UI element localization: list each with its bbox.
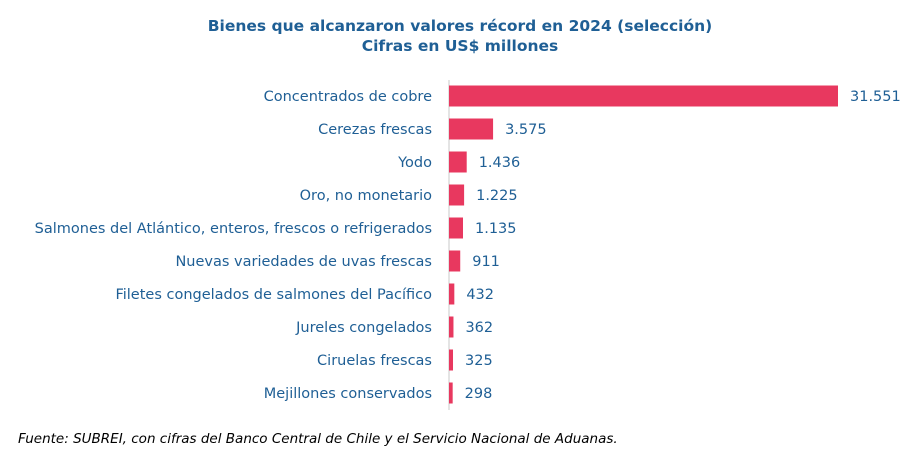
- category-label: Filetes congelados de salmones del Pacíf…: [115, 287, 432, 303]
- bar: [449, 85, 838, 107]
- bar: [449, 217, 463, 239]
- value-label: 432: [466, 287, 494, 303]
- chart-title-block: Bienes que alcanzaron valores récord en …: [0, 16, 905, 56]
- value-label: 911: [472, 254, 500, 270]
- value-label: 1.135: [475, 221, 517, 237]
- source-note: Fuente: SUBREI, con cifras del Banco Cen…: [18, 431, 618, 447]
- category-label: Ciruelas frescas: [317, 353, 432, 369]
- category-label: Cerezas frescas: [318, 122, 432, 138]
- bar: [449, 316, 454, 338]
- value-label: 362: [465, 320, 493, 336]
- category-label: Jureles congelados: [295, 320, 432, 336]
- value-label: 31.551: [850, 89, 901, 105]
- category-label: Mejillones conservados: [264, 386, 432, 402]
- bar: [449, 250, 461, 272]
- bar: [449, 349, 454, 371]
- value-label: 1.225: [476, 188, 518, 204]
- category-label: Salmones del Atlántico, enteros, frescos…: [35, 221, 432, 237]
- chart-subtitle: Cifras en US$ millones: [361, 37, 559, 55]
- value-label: 325: [465, 353, 493, 369]
- value-label: 298: [465, 386, 493, 402]
- category-label: Concentrados de cobre: [264, 89, 432, 105]
- bar: [449, 151, 467, 173]
- bar: [449, 283, 455, 305]
- category-labels: Concentrados de cobre Cerezas frescas Yodo…: [35, 89, 432, 402]
- category-label: Nuevas variedades de uvas frescas: [175, 254, 432, 270]
- bars: [449, 85, 838, 404]
- bar: [449, 118, 494, 140]
- chart-title: Bienes que alcanzaron valores récord en …: [207, 17, 713, 35]
- category-label: Oro, no monetario: [300, 188, 432, 204]
- value-label: 1.436: [479, 155, 521, 171]
- value-label: 3.575: [505, 122, 547, 138]
- bar: [449, 184, 465, 206]
- value-labels: 31.551 3.575 1.436 1.225 1.135 911 432 362 325 29…: [465, 89, 901, 402]
- category-label: Yodo: [397, 155, 432, 171]
- bar: [449, 382, 453, 404]
